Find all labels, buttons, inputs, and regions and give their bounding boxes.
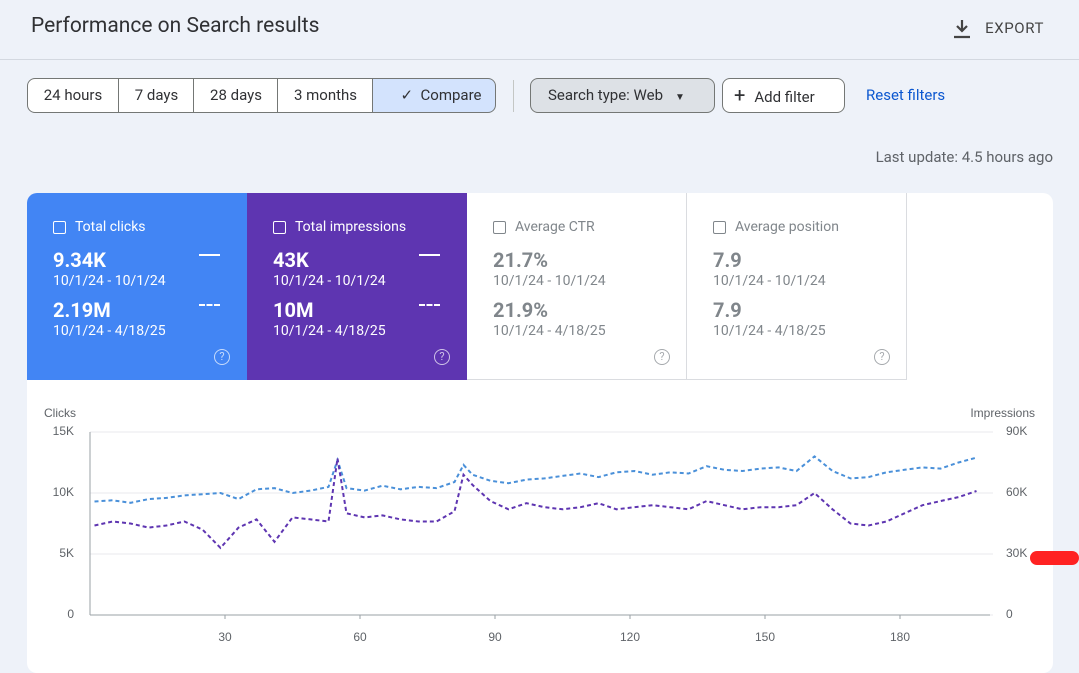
y2-axis-label: Impressions <box>970 406 1035 420</box>
divider <box>513 80 514 112</box>
x-tick-label: 60 <box>353 630 367 644</box>
metric-compare-range: 10/1/24 - 4/18/25 <box>53 323 166 339</box>
add-filter-label: Add filter <box>754 88 815 106</box>
metric-value: 7.9 <box>713 248 742 272</box>
search-type-label: Search type: Web <box>548 86 663 104</box>
help-icon[interactable]: ? <box>874 349 890 365</box>
checkbox[interactable] <box>273 221 286 234</box>
metric-compare-range: 10/1/24 - 4/18/25 <box>713 323 826 339</box>
metric-compare-value: 7.9 <box>713 298 742 322</box>
series-line <box>94 455 977 504</box>
dashed-key <box>199 304 220 306</box>
range-button[interactable]: 24 hours <box>27 78 119 113</box>
compare-button[interactable]: ✓ Compare <box>372 78 496 113</box>
metric-range: 10/1/24 - 10/1/24 <box>53 273 166 289</box>
reset-filters-link[interactable]: Reset filters <box>866 86 946 104</box>
metric-label: Average position <box>735 219 839 235</box>
y-tick-label: 10K <box>53 485 74 499</box>
checkbox[interactable] <box>53 221 66 234</box>
checkbox[interactable] <box>493 221 506 234</box>
y-tick-label: 0 <box>67 607 74 621</box>
x-tick-label: 90 <box>488 630 502 644</box>
metric-range: 10/1/24 - 10/1/24 <box>493 273 606 289</box>
help-icon[interactable]: ? <box>434 349 450 365</box>
compare-label: Compare <box>420 86 482 104</box>
solid-key <box>199 254 220 256</box>
page-title: Performance on Search results <box>31 14 320 38</box>
metric-compare-range: 10/1/24 - 4/18/25 <box>493 323 606 339</box>
y2-tick-label: 60K <box>1006 485 1027 499</box>
chart: Clicks Impressions 0 5K 10K 15K 0 30K 60K 90K 30… <box>44 406 1079 644</box>
metric-range: 10/1/24 - 10/1/24 <box>713 273 826 289</box>
metric-value: 43K <box>273 248 309 272</box>
metric-compare-range: 10/1/24 - 4/18/25 <box>273 323 386 339</box>
metric-tile[interactable]: Total impressions 43K 10/1/24 - 10/1/24 … <box>247 193 467 380</box>
solid-key <box>419 254 440 256</box>
metric-label: Total impressions <box>295 219 407 235</box>
range-button[interactable]: 28 days <box>193 78 279 113</box>
x-tick-label: 120 <box>620 630 640 644</box>
metric-tile[interactable]: Average CTR 21.7% 10/1/24 - 10/1/24 21.9… <box>467 193 687 380</box>
metric-value: 9.34K <box>53 248 106 272</box>
metric-value: 21.7% <box>493 248 549 272</box>
x-tick-label: 30 <box>218 630 232 644</box>
annotation-mark <box>1030 551 1079 565</box>
metric-compare-value: 2.19M <box>53 298 111 322</box>
help-icon[interactable]: ? <box>214 349 230 365</box>
metric-tile[interactable]: Average position 7.9 10/1/24 - 10/1/24 7… <box>687 193 907 380</box>
help-icon[interactable]: ? <box>654 349 670 365</box>
dashed-key <box>419 304 440 306</box>
x-tick-label: 150 <box>755 630 775 644</box>
y-axis-label: Clicks <box>44 406 76 420</box>
last-update: Last update: 4.5 hours ago <box>875 148 1053 166</box>
search-type-dropdown[interactable]: Search type: Web ▼ <box>530 78 715 113</box>
metric-compare-value: 10M <box>273 298 314 322</box>
metric-range: 10/1/24 - 10/1/24 <box>273 273 386 289</box>
download-icon[interactable] <box>952 18 972 40</box>
range-button[interactable]: 3 months <box>277 78 374 113</box>
checkbox[interactable] <box>713 221 726 234</box>
export-button[interactable]: EXPORT <box>985 19 1044 37</box>
y-tick-label: 15K <box>53 424 74 438</box>
series-line <box>94 458 977 550</box>
metric-tile[interactable]: Total clicks 9.34K 10/1/24 - 10/1/24 2.1… <box>27 193 247 380</box>
x-tick-label: 180 <box>890 630 910 644</box>
metric-label: Average CTR <box>515 219 595 235</box>
metric-label: Total clicks <box>75 219 146 235</box>
y-tick-label: 5K <box>59 546 74 560</box>
add-filter-button[interactable]: + Add filter <box>722 78 845 113</box>
y2-tick-label: 90K <box>1006 424 1027 438</box>
header <box>0 0 1079 60</box>
metric-compare-value: 21.9% <box>493 298 549 322</box>
y2-tick-label: 30K <box>1006 546 1027 560</box>
y2-tick-label: 0 <box>1006 607 1013 621</box>
